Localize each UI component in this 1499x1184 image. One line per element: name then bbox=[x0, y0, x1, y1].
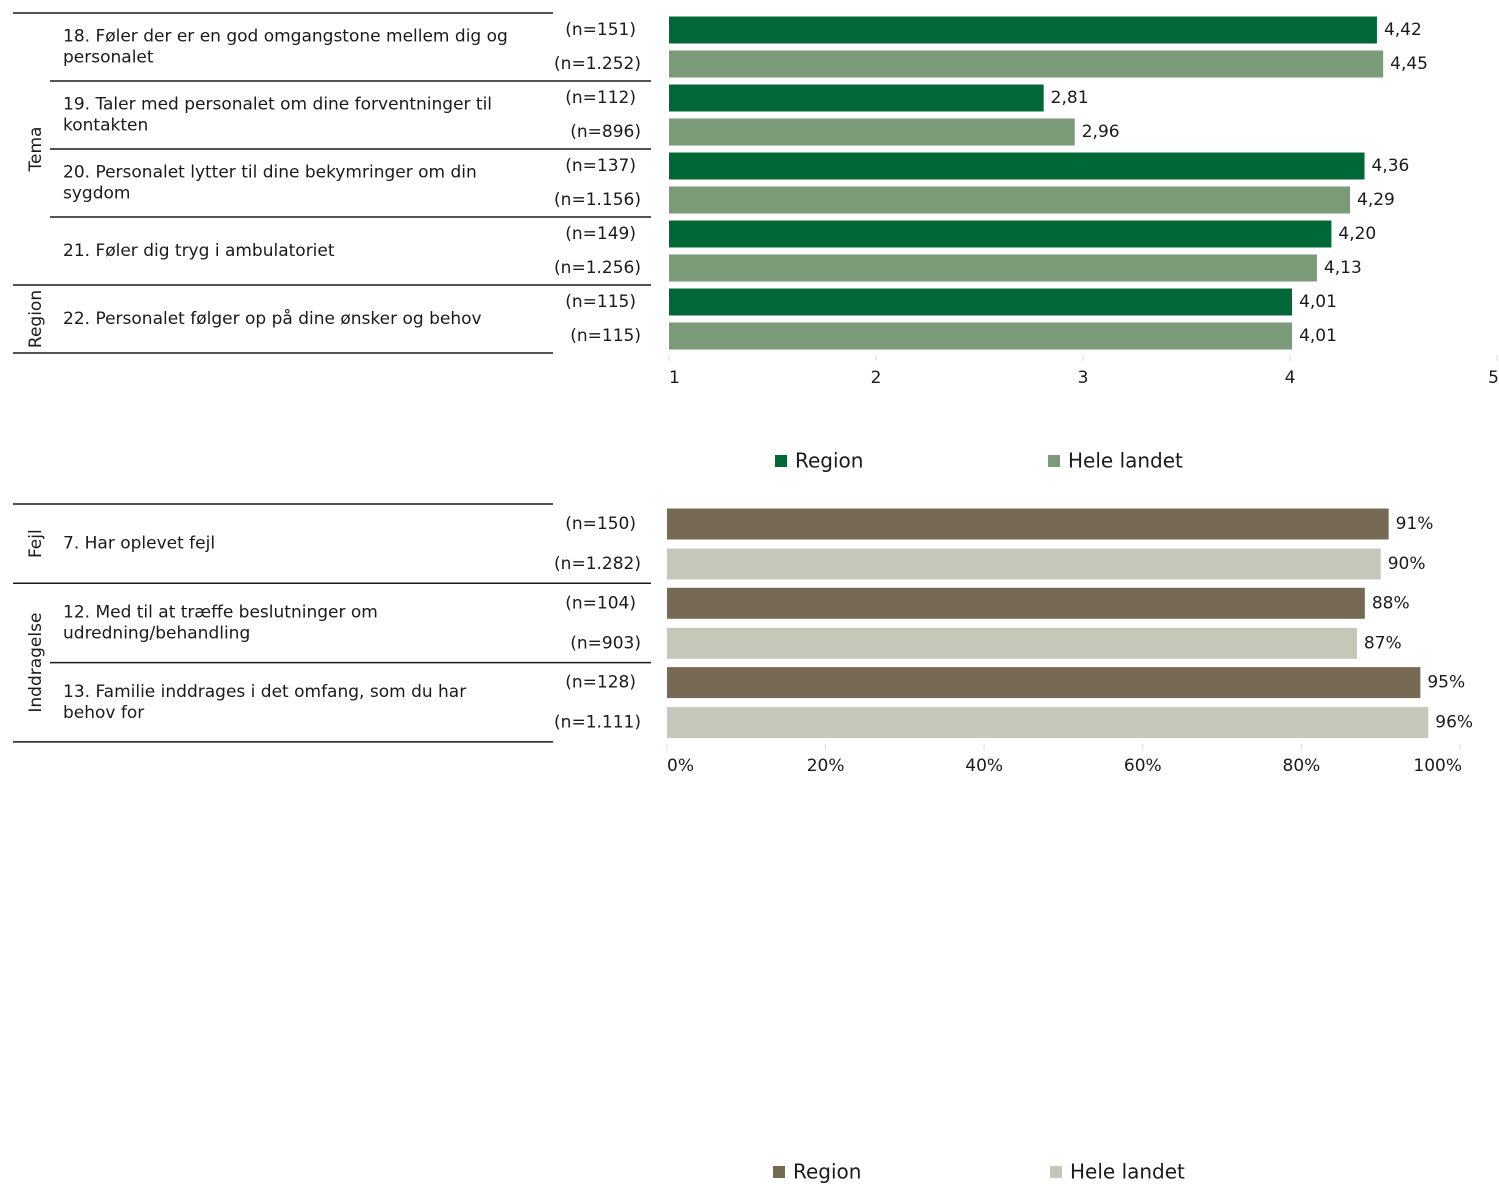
group-label: Inddragelse bbox=[26, 613, 46, 713]
n-count-national: (n=1.156) bbox=[554, 190, 641, 210]
n-count-region: (n=104) bbox=[565, 593, 636, 613]
data-label-region: 4,20 bbox=[1338, 224, 1376, 244]
data-label-region: 4,01 bbox=[1299, 292, 1337, 312]
data-label-region: 95% bbox=[1427, 673, 1465, 693]
n-count-national: (n=1.252) bbox=[554, 54, 641, 74]
item-label: 7. Har oplevet fejl bbox=[63, 534, 215, 554]
group-label: Region bbox=[26, 290, 46, 348]
bar-national bbox=[669, 118, 1075, 146]
x-tick-label: 100% bbox=[1413, 756, 1462, 776]
data-label-national: 4,01 bbox=[1299, 326, 1337, 346]
bar-region bbox=[669, 152, 1365, 180]
n-count-national: (n=896) bbox=[570, 122, 641, 142]
legend-label: Hele landet bbox=[1070, 1160, 1185, 1184]
bar-national bbox=[669, 186, 1351, 214]
legend-label: Hele landet bbox=[1068, 449, 1183, 473]
data-label-national: 2,96 bbox=[1082, 122, 1120, 142]
item-label: 13. Familie inddrages i det omfang, som … bbox=[63, 682, 466, 723]
data-label-national: 4,45 bbox=[1390, 54, 1428, 74]
n-count-national: (n=1.282) bbox=[554, 554, 641, 574]
bar-region bbox=[669, 84, 1044, 112]
data-label-region: 91% bbox=[1396, 514, 1434, 534]
legend-label: Region bbox=[793, 1160, 861, 1184]
legend-swatch bbox=[773, 1166, 785, 1178]
group-label: Tema bbox=[26, 127, 46, 173]
n-count-region: (n=115) bbox=[565, 292, 636, 312]
x-tick-label: 20% bbox=[807, 756, 845, 776]
x-tick-label: 80% bbox=[1283, 756, 1321, 776]
x-tick-label: 60% bbox=[1124, 756, 1162, 776]
n-count-region: (n=112) bbox=[565, 88, 636, 108]
bar-region bbox=[667, 587, 1365, 619]
legend-label: Region bbox=[795, 449, 863, 473]
data-label-national: 4,29 bbox=[1357, 190, 1395, 210]
bar-region bbox=[669, 220, 1332, 248]
data-label-region: 4,36 bbox=[1372, 156, 1410, 176]
n-count-region: (n=149) bbox=[565, 224, 636, 244]
x-tick-label: 4 bbox=[1285, 368, 1296, 388]
item-label: 21. Føler dig tryg i ambulatoriet bbox=[63, 241, 335, 261]
group-label: Fejl bbox=[26, 529, 46, 558]
data-label-region: 88% bbox=[1372, 593, 1410, 613]
item-label: 20. Personalet lytter til dine bekymring… bbox=[63, 163, 477, 204]
bar-national bbox=[667, 707, 1429, 739]
n-count-national: (n=1.111) bbox=[554, 713, 641, 733]
bar-national bbox=[669, 50, 1384, 78]
x-tick-label: 40% bbox=[965, 756, 1003, 776]
bar-region bbox=[669, 16, 1377, 44]
bar-national bbox=[667, 548, 1381, 580]
legend-swatch bbox=[1048, 455, 1060, 467]
x-tick-label: 5 bbox=[1488, 368, 1499, 388]
item-label: 22. Personalet følger op på dine ønsker … bbox=[63, 308, 482, 329]
bar-region bbox=[667, 667, 1421, 699]
n-count-region: (n=137) bbox=[565, 156, 636, 176]
bar-national bbox=[669, 322, 1293, 350]
bar-region bbox=[667, 508, 1389, 540]
bar-national bbox=[669, 254, 1317, 282]
bar-region bbox=[669, 288, 1293, 316]
legend-swatch bbox=[775, 455, 787, 467]
n-count-region: (n=128) bbox=[565, 673, 636, 693]
x-tick-label: 2 bbox=[871, 368, 882, 388]
legend-swatch bbox=[1050, 1166, 1062, 1178]
item-label: 12. Med til at træffe beslutninger om udr… bbox=[63, 602, 378, 643]
item-label: 18. Føler der er en god omgangstone mell… bbox=[63, 27, 508, 68]
n-count-national: (n=903) bbox=[570, 633, 641, 653]
item-label: 19. Taler med personalet om dine forvent… bbox=[63, 95, 492, 136]
data-label-national: 4,13 bbox=[1324, 258, 1362, 278]
n-count-region: (n=151) bbox=[565, 20, 636, 40]
data-label-national: 87% bbox=[1364, 633, 1402, 653]
n-count-region: (n=150) bbox=[565, 514, 636, 534]
x-tick-label: 3 bbox=[1078, 368, 1089, 388]
x-tick-label: 0% bbox=[667, 756, 694, 776]
data-label-region: 4,42 bbox=[1384, 20, 1422, 40]
n-count-national: (n=1.256) bbox=[554, 258, 641, 278]
x-tick-label: 1 bbox=[669, 368, 680, 388]
data-label-region: 2,81 bbox=[1051, 88, 1089, 108]
bar-national bbox=[667, 627, 1357, 659]
data-label-national: 96% bbox=[1435, 713, 1473, 733]
data-label-national: 90% bbox=[1388, 554, 1426, 574]
n-count-national: (n=115) bbox=[570, 326, 641, 346]
